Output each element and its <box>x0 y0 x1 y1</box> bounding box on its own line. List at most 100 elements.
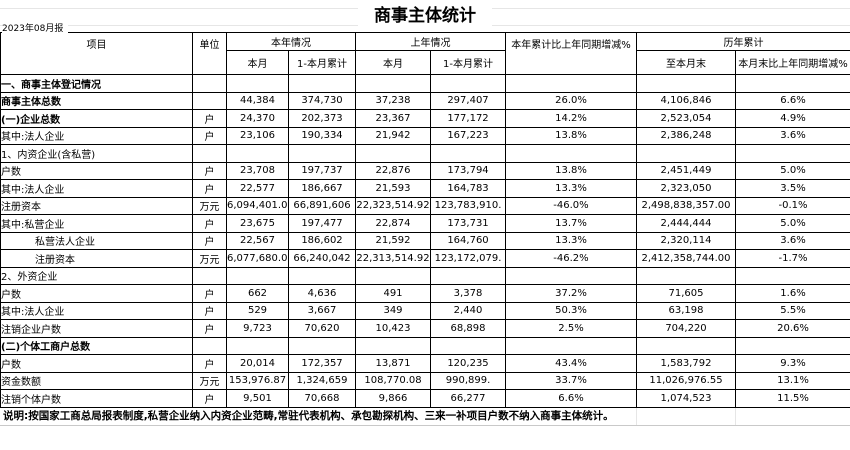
value-cell <box>430 336 506 355</box>
value-cell: 66,891,606 <box>288 196 356 215</box>
row-label-cell: 其中:法人企业 <box>0 179 193 198</box>
value-cell: 374,730 <box>288 91 356 110</box>
table-row: (一)企业总数户 24,370 202,373 23,367 177,172 14.2% 2… <box>0 109 850 128</box>
value-cell: 6.6% <box>735 91 850 110</box>
footnote-text: 说明:按国家工商总局报表制度,私营企业纳入内资企业范畴,常驻代表机构、承包勘探机… <box>3 409 614 422</box>
value-cell: 22,876 <box>355 161 431 180</box>
report-title: 商事主体统计 <box>358 1 492 26</box>
value-cell: 22,577 <box>226 179 289 198</box>
value-cell: 13,871 <box>355 354 431 373</box>
row-label-cell: 一、商事主体登记情况 <box>0 74 193 93</box>
unit-cell: 户 <box>192 179 227 198</box>
value-cell <box>288 266 356 285</box>
value-cell: 190,334 <box>288 126 356 145</box>
unit-cell <box>192 144 227 163</box>
value-cell: 491 <box>355 284 431 303</box>
value-cell <box>636 74 736 93</box>
value-cell: 990,899. <box>430 371 506 390</box>
table-row: 注册资本 万元 6,077,680.00 66,240,042 22,313,514.9… <box>0 249 850 268</box>
row-label-cell: 户数 <box>0 284 193 303</box>
value-cell <box>505 74 637 93</box>
table-row: 一、商事主体登记情况 <box>0 74 850 93</box>
unit-cell: 户 <box>192 126 227 145</box>
row-label-cell: 资金数额 <box>0 371 193 390</box>
value-cell: 11,026,976.55 <box>636 371 736 390</box>
value-cell <box>505 336 637 355</box>
value-cell: 20.6% <box>735 319 850 338</box>
value-cell: 22,567 <box>226 231 289 250</box>
value-cell: 2,523,054 <box>636 109 736 128</box>
value-cell: 13.7% <box>505 214 637 233</box>
row-label-cell: 注销企业户数 <box>0 319 193 338</box>
col-header-yoy-cumulative: 本年累计比上年同期增减% <box>505 32 637 75</box>
value-cell: 186,667 <box>288 179 356 198</box>
value-cell: 3,378 <box>430 284 506 303</box>
value-cell: 2,412,358,744.00 <box>636 249 736 268</box>
col-header-item: 项目 <box>0 32 193 75</box>
value-cell <box>226 74 289 93</box>
col-header-to-month-end: 至本月末 <box>636 50 736 75</box>
table-row: 户数户 662 4,636 491 3,378 37.2% 71,605 1.6% <box>0 284 850 303</box>
value-cell: 9,501 <box>226 389 289 408</box>
value-cell <box>735 336 850 355</box>
table-row: 商事主体总数 44,384 374,730 37,238 297,407 26.0% 4,1… <box>0 91 850 110</box>
report-sheet: 项目 单位 本年情况 上年情况 本年累计比上年同期增减% 历年累计 本月 1-本… <box>0 32 850 426</box>
value-cell: 164,760 <box>430 231 506 250</box>
table-row: 其中:法人企业户 22,577 186,667 21,593 164,783 13.3% 2… <box>0 179 850 198</box>
value-cell: 704,220 <box>636 319 736 338</box>
sheet-gridline-vertical <box>636 407 637 425</box>
table-row: 注销企业户数户 9,723 70,620 10,423 68,898 2.5% 704,22… <box>0 319 850 338</box>
unit-cell: 户 <box>192 319 227 338</box>
value-cell: 66,277 <box>430 389 506 408</box>
unit-cell: 万元 <box>192 371 227 390</box>
value-cell: 172,357 <box>288 354 356 373</box>
row-label-cell: 注册资本 <box>0 196 193 215</box>
value-cell: 70,620 <box>288 319 356 338</box>
sheet-gridline-vertical <box>735 407 736 425</box>
row-label-cell: 户数 <box>0 161 193 180</box>
unit-cell: 户 <box>192 354 227 373</box>
value-cell: 5.5% <box>735 301 850 320</box>
value-cell: 3.6% <box>735 126 850 145</box>
value-cell: 529 <box>226 301 289 320</box>
value-cell: 197,737 <box>288 161 356 180</box>
statistics-table: 项目 单位 本年情况 上年情况 本年累计比上年同期增减% 历年累计 本月 1-本… <box>0 32 850 408</box>
row-label-cell: 私营法人企业 <box>0 231 193 250</box>
value-cell <box>226 144 289 163</box>
value-cell: 9.3% <box>735 354 850 373</box>
table-row: 注册资本 万元 6,094,401.00 66,891,606 22,323,514.9… <box>0 196 850 215</box>
value-cell: 5.0% <box>735 214 850 233</box>
value-cell: 26.0% <box>505 91 637 110</box>
value-cell <box>505 266 637 285</box>
unit-cell <box>192 74 227 93</box>
value-cell: 68,898 <box>430 319 506 338</box>
value-cell: 24,370 <box>226 109 289 128</box>
col-header-historical: 历年累计 <box>636 32 850 51</box>
value-cell: 349 <box>355 301 431 320</box>
value-cell <box>430 266 506 285</box>
value-cell: 5.0% <box>735 161 850 180</box>
value-cell: 173,794 <box>430 161 506 180</box>
value-cell: 13.1% <box>735 371 850 390</box>
value-cell: 6,077,680.00 <box>226 249 289 268</box>
col-header-unit: 单位 <box>192 32 227 75</box>
row-label-cell: 商事主体总数 <box>0 91 193 110</box>
value-cell: 153,976.87 <box>226 371 289 390</box>
value-cell: 123,172,079. <box>430 249 506 268</box>
value-cell: 3.5% <box>735 179 850 198</box>
row-label-cell: 其中:法人企业 <box>0 126 193 145</box>
value-cell: 13.8% <box>505 161 637 180</box>
value-cell <box>288 336 356 355</box>
value-cell: 297,407 <box>430 91 506 110</box>
value-cell: 13.3% <box>505 179 637 198</box>
table-row: 其中:法人企业户 23,106 190,334 21,942 167,223 13.8% 2… <box>0 126 850 145</box>
unit-cell: 户 <box>192 389 227 408</box>
value-cell <box>288 144 356 163</box>
value-cell: 9,866 <box>355 389 431 408</box>
row-label-cell: 注销个体户数 <box>0 389 193 408</box>
value-cell <box>355 74 431 93</box>
table-row: 户数户 23,708 197,737 22,876 173,794 13.8% 2,451,… <box>0 161 850 180</box>
value-cell: 1.6% <box>735 284 850 303</box>
value-cell: 33.7% <box>505 371 637 390</box>
value-cell: 13.8% <box>505 126 637 145</box>
